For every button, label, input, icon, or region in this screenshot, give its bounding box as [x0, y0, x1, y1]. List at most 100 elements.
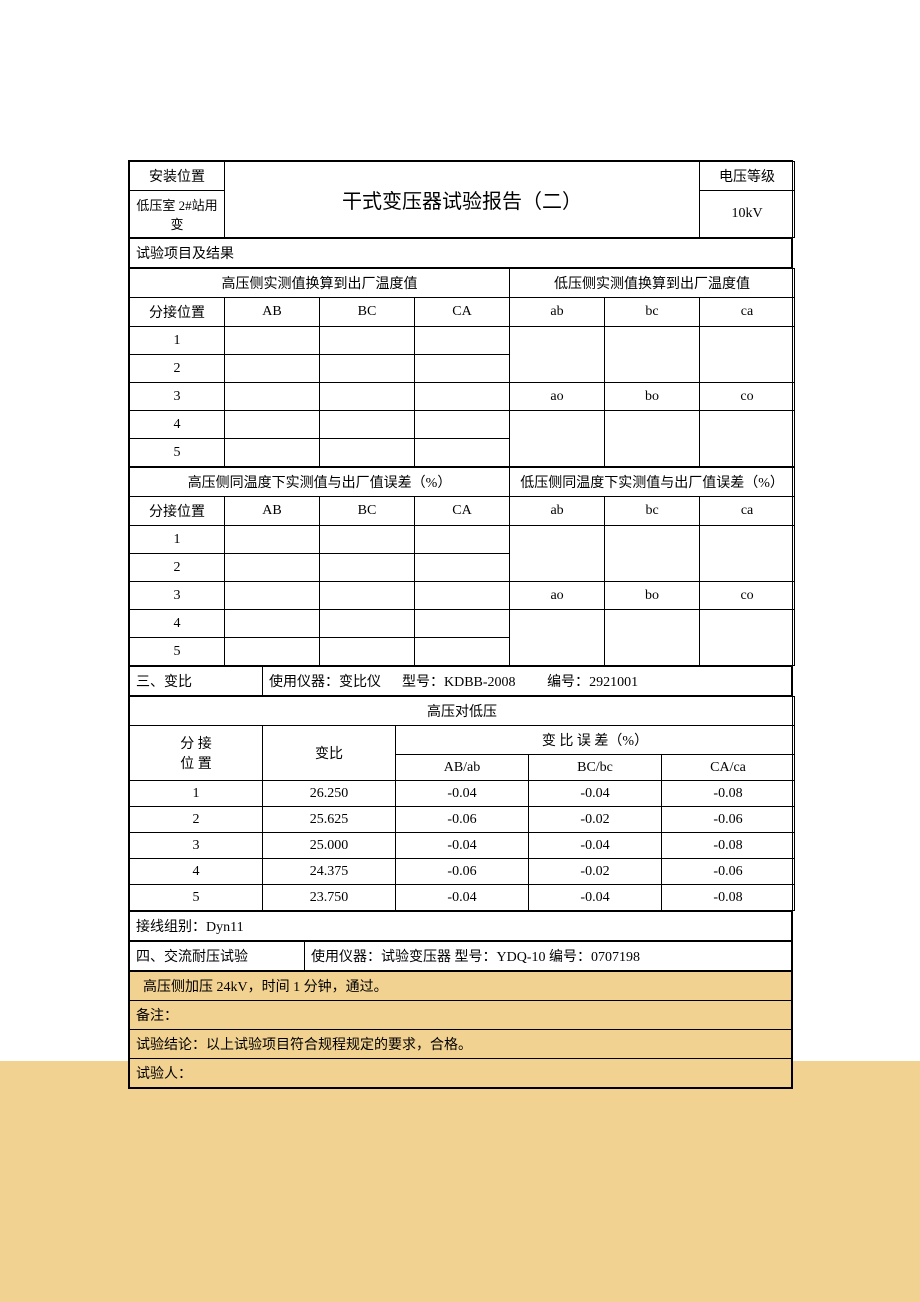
sec2-tap-label: 分接位置 [130, 497, 225, 526]
cell [415, 383, 510, 411]
sec3-instr: 变比仪 [339, 675, 381, 690]
sec3-hvlv-label: 高压对低压 [130, 697, 795, 726]
table-row: 1 26.250 -0.04 -0.04 -0.08 [130, 781, 795, 807]
cell-ab: -0.06 [396, 859, 529, 885]
table-row: 3 25.000 -0.04 -0.04 -0.08 [130, 833, 795, 859]
cell-bc: -0.02 [529, 807, 662, 833]
sec3-model-prefix: 型号： [402, 675, 444, 690]
cell [700, 411, 795, 467]
cell [605, 327, 700, 383]
cell-ab: -0.04 [396, 833, 529, 859]
sec1-tap-2: 2 [130, 355, 225, 383]
cell-ca: -0.06 [662, 807, 795, 833]
section-results-row: 试验项目及结果 [129, 238, 792, 268]
cell-ab: -0.04 [396, 885, 529, 911]
cell-ca: -0.08 [662, 885, 795, 911]
cell-bc: -0.04 [529, 833, 662, 859]
cell-bc: -0.04 [529, 885, 662, 911]
sec1-hv-col-ab: AB [225, 298, 320, 327]
cell [320, 383, 415, 411]
sec3-instr-prefix: 使用仪器： [269, 675, 339, 690]
sec1-lv-header: 低压侧实测值换算到出厂温度值 [510, 269, 795, 298]
cell [320, 411, 415, 439]
sec2-hv-header: 高压侧同温度下实测值与出厂值误差（%） [130, 468, 510, 497]
cell [320, 582, 415, 610]
sec3-conn-group: 接线组别：Dyn11 [130, 912, 792, 941]
sec1-lv3-ao: ao [510, 383, 605, 411]
cell-tap: 3 [130, 833, 263, 859]
tester-label: 试验人： [130, 1059, 792, 1088]
cell [320, 638, 415, 666]
sec3-instrument-line: 使用仪器：变比仪 型号：KDBB-2008 编号：2921001 [263, 667, 792, 696]
sec2-tap-2: 2 [130, 554, 225, 582]
sec1-lv3-bo: bo [605, 383, 700, 411]
sec3-serial-prefix: 编号： [547, 675, 589, 690]
install-pos-value: 低压室 2#站用变 [130, 191, 225, 238]
sec3-title: 三、变比 [130, 667, 263, 696]
table-row: 3 ao bo co [130, 383, 795, 411]
cell [225, 355, 320, 383]
conclusion-text: 试验结论：以上试验项目符合规程规定的要求，合格。 [130, 1030, 792, 1059]
sec1-hv-header: 高压侧实测值换算到出厂温度值 [130, 269, 510, 298]
table-row: 4 [130, 610, 795, 638]
cell [225, 439, 320, 467]
sec1-table: 高压侧实测值换算到出厂温度值 低压侧实测值换算到出厂温度值 分接位置 AB BC… [129, 268, 795, 467]
cell-ratio: 23.750 [263, 885, 396, 911]
cell [510, 411, 605, 467]
sec1-tap-3: 3 [130, 383, 225, 411]
voltage-value: 10kV [700, 191, 795, 238]
sec1-tap-5: 5 [130, 439, 225, 467]
sec2-table: 高压侧同温度下实测值与出厂值误差（%） 低压侧同温度下实测值与出厂值误差（%） … [129, 467, 795, 666]
cell [700, 610, 795, 666]
cell-ca: -0.08 [662, 833, 795, 859]
cell [320, 439, 415, 467]
cell-tap: 5 [130, 885, 263, 911]
sec1-tap-4: 4 [130, 411, 225, 439]
report-title: 干式变压器试验报告（二） [225, 162, 700, 238]
sec2-lv3-ao: ao [510, 582, 605, 610]
cell [510, 610, 605, 666]
cell [225, 526, 320, 554]
page: 安装位置 干式变压器试验报告（二） 电压等级 低压室 2#站用变 10kV 试验… [0, 0, 920, 1302]
sec2-tap-4: 4 [130, 610, 225, 638]
cell [415, 411, 510, 439]
sec1-hv-col-bc: BC [320, 298, 415, 327]
cell [415, 554, 510, 582]
cell [320, 327, 415, 355]
cell-ratio: 26.250 [263, 781, 396, 807]
sec4-title: 四、交流耐压试验 [130, 942, 305, 971]
table-row: 4 [130, 411, 795, 439]
voltage-label: 电压等级 [700, 162, 795, 191]
sec1-tap-1: 1 [130, 327, 225, 355]
cell [415, 610, 510, 638]
table-row: 1 [130, 327, 795, 355]
cell [225, 554, 320, 582]
table-row: 4 24.375 -0.06 -0.02 -0.06 [130, 859, 795, 885]
install-pos-label: 安装位置 [130, 162, 225, 191]
cell [415, 439, 510, 467]
background-accent [0, 1061, 920, 1302]
cell-ab: -0.04 [396, 781, 529, 807]
sec3-model: KDBB-2008 [444, 675, 516, 690]
footer-rows: 高压侧加压 24kV，时间 1 分钟，通过。 备注： 试验结论：以上试验项目符合… [129, 971, 792, 1088]
cell [415, 327, 510, 355]
cell [415, 526, 510, 554]
sec3-serial: 2921001 [589, 675, 638, 690]
sec3-err-col-bc: BC/bc [529, 755, 662, 781]
section-results-label: 试验项目及结果 [130, 239, 792, 268]
cell [225, 327, 320, 355]
cell-bc: -0.04 [529, 781, 662, 807]
sec2-lv-col-ab: ab [510, 497, 605, 526]
sec3-err-label: 变 比 误 差（%） [396, 726, 795, 755]
cell-ab: -0.06 [396, 807, 529, 833]
cell [320, 526, 415, 554]
sec4-result: 高压侧加压 24kV，时间 1 分钟，通过。 [130, 972, 792, 1001]
cell [700, 526, 795, 582]
cell-ratio: 25.000 [263, 833, 396, 859]
header-table: 安装位置 干式变压器试验报告（二） 电压等级 低压室 2#站用变 10kV [129, 161, 795, 238]
sec3-err-col-ab: AB/ab [396, 755, 529, 781]
sec3-tap-label: 分 接 位 置 [130, 726, 263, 781]
table-row: 3 ao bo co [130, 582, 795, 610]
sec3-tap-label-l1: 分 接 [180, 737, 212, 752]
cell [605, 610, 700, 666]
